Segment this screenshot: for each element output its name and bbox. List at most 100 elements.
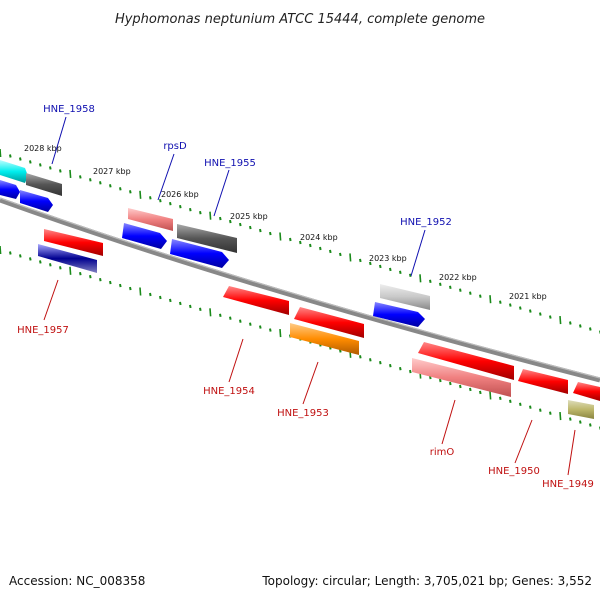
- gene-feature: [177, 224, 237, 253]
- tick-mark: [79, 272, 82, 276]
- tick-mark: [549, 315, 552, 319]
- tick-mark: [419, 274, 422, 283]
- tick-mark: [369, 261, 372, 266]
- tick-mark: [279, 329, 282, 338]
- gene-features: [0, 160, 600, 419]
- gene-label: HNE_1958: [43, 104, 95, 115]
- tick-mark: [319, 246, 322, 251]
- gene-feature: [0, 180, 20, 199]
- tick-mark: [509, 303, 512, 307]
- kbp-label: 2026 kbp: [161, 190, 199, 199]
- tick-mark: [149, 196, 152, 200]
- tick-mark: [239, 319, 242, 323]
- tick-mark: [479, 390, 482, 395]
- tick-mark: [49, 166, 52, 170]
- tick-mark: [29, 257, 32, 261]
- tick-mark: [459, 384, 462, 389]
- gene-feature: [20, 190, 53, 212]
- map-title: Hyphomonas neptunium ATCC 15444, complet…: [115, 12, 485, 27]
- tick-mark: [189, 304, 192, 309]
- kbp-label: 2024 kbp: [300, 233, 338, 242]
- gene-feature: [568, 400, 594, 419]
- tick-mark: [49, 263, 52, 267]
- tick-mark: [239, 222, 242, 227]
- tick-mark: [169, 298, 172, 303]
- tick-mark: [329, 249, 332, 254]
- tick-mark: [469, 387, 472, 392]
- tick-mark: [499, 300, 502, 304]
- gene-label: HNE_1954: [203, 386, 255, 397]
- forward-gene-labels: [51, 116, 426, 277]
- gene-label: rimO: [430, 447, 455, 458]
- tick-mark: [209, 308, 212, 317]
- tick-mark: [139, 190, 142, 199]
- tick-mark: [19, 254, 22, 258]
- tick-mark: [449, 381, 452, 386]
- tick-mark: [109, 280, 112, 285]
- tick-mark: [119, 187, 122, 191]
- tick-mark: [369, 358, 372, 362]
- tick-mark: [409, 273, 412, 277]
- kbp-label: 2022 kbp: [439, 273, 477, 282]
- tick-mark: [79, 175, 82, 179]
- tick-mark: [569, 417, 572, 421]
- gene-feature: [38, 244, 97, 273]
- tick-mark: [439, 282, 442, 286]
- gene-feature: [128, 208, 173, 231]
- tick-mark: [219, 216, 222, 221]
- reverse-gene-labels: [43, 279, 576, 476]
- tick-mark: [209, 211, 212, 220]
- gene-label: HNE_1953: [277, 408, 329, 419]
- kbp-label: 2027 kbp: [93, 167, 131, 176]
- tick-mark: [519, 306, 522, 310]
- gene-label: rpsD: [163, 141, 187, 152]
- tick-mark: [229, 219, 232, 224]
- tick-mark: [129, 286, 132, 291]
- tick-mark: [0, 245, 2, 255]
- kbp-label: 2021 kbp: [509, 292, 547, 301]
- tick-mark: [29, 160, 32, 164]
- tick-mark: [569, 321, 572, 325]
- gene-label: HNE_1957: [17, 325, 69, 336]
- gene-feature: [573, 382, 600, 401]
- tick-mark: [269, 328, 272, 332]
- gene-feature: [122, 223, 167, 249]
- tick-mark: [379, 264, 382, 269]
- tick-mark: [589, 423, 592, 427]
- tick-mark: [589, 327, 592, 331]
- tick-mark: [579, 420, 582, 424]
- tick-mark: [509, 399, 512, 403]
- tick-mark: [409, 369, 412, 374]
- tick-mark: [189, 208, 192, 212]
- tick-mark: [119, 283, 122, 288]
- kbp-label: 2025 kbp: [230, 212, 268, 221]
- tick-mark: [219, 313, 222, 317]
- tick-mark: [539, 312, 542, 316]
- gene-feature: [0, 160, 28, 183]
- tick-mark: [489, 391, 492, 400]
- gene-feature: [380, 284, 430, 310]
- tick-mark: [549, 411, 552, 415]
- kbp-label: 2023 kbp: [369, 254, 407, 263]
- tick-mark: [59, 169, 62, 173]
- gene-feature: [373, 302, 425, 327]
- tick-mark: [439, 378, 442, 383]
- tick-mark: [539, 408, 542, 412]
- tick-mark: [529, 309, 532, 313]
- tick-mark: [179, 205, 182, 209]
- gene-feature: [294, 307, 364, 338]
- tick-mark: [9, 251, 12, 255]
- tick-mark: [309, 243, 312, 248]
- tick-mark: [179, 301, 182, 306]
- gene-feature: [518, 369, 568, 394]
- tick-mark: [579, 324, 582, 328]
- tick-mark: [19, 157, 22, 161]
- tick-mark: [159, 295, 162, 300]
- tick-mark: [9, 154, 12, 158]
- tick-mark: [559, 412, 562, 421]
- tick-mark: [249, 322, 252, 326]
- gene-feature: [412, 358, 511, 397]
- tick-mark: [499, 396, 502, 400]
- tick-mark: [349, 253, 352, 262]
